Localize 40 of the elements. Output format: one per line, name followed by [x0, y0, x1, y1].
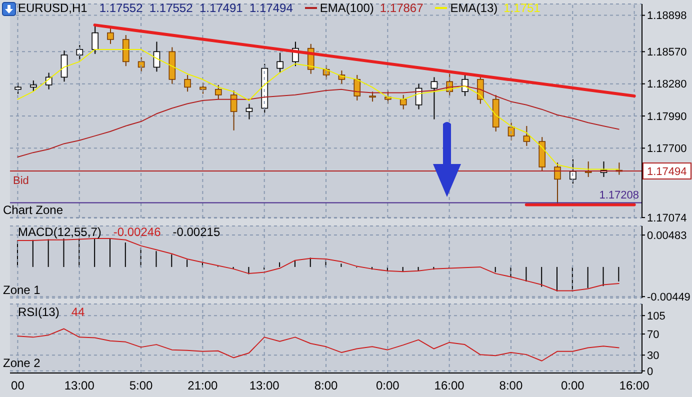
y-tick-label: 1.18898 — [647, 10, 687, 22]
y-tick-label: -0.00449 — [647, 292, 690, 304]
x-tick-label: 8:00 — [499, 378, 523, 393]
annotation: 44 — [71, 305, 85, 319]
legend-label: EMA(13) — [450, 1, 498, 15]
y-tick-label: 1.17700 — [647, 143, 687, 156]
chart-title: RSI(13) — [18, 305, 60, 319]
x-tick-label: 13:00 — [64, 378, 95, 393]
chart-title: EURUSD,H1 — [18, 1, 88, 15]
legend-label: EMA(100) — [320, 1, 374, 15]
annotation: Zone 1 — [3, 283, 40, 297]
x-tick-label: 0:00 — [560, 378, 585, 393]
x-tick-label: 21:00 — [188, 378, 218, 393]
annotation: -0.00215 — [172, 225, 220, 239]
x-tick-label: 16:00 — [434, 378, 465, 393]
x-tick-label: 5:00 — [129, 378, 154, 393]
y-tick-label: 30 — [647, 350, 660, 362]
y-tick-label: 1.18280 — [647, 78, 687, 91]
y-tick-label: 105 — [647, 310, 666, 322]
x-tick-label: 8:00 — [314, 378, 338, 393]
y-tick-label: 0 — [647, 366, 654, 378]
annotation: 1.1751 — [504, 1, 540, 15]
y-tick-label: 0.00483 — [647, 230, 687, 242]
x-tick-label: 0:00 — [376, 378, 400, 393]
annotation: Chart Zone — [3, 203, 64, 217]
ref-line-label: Bid — [13, 174, 29, 187]
y-tick-label: 70 — [647, 328, 660, 341]
annotation: -0.00246 — [113, 225, 161, 239]
chart-subtitle: 1.17552 1.17552 1.17491 1.17494 — [99, 1, 293, 15]
x-tick-label: 13:00 — [249, 378, 280, 393]
x-tick-label: 16:00 — [619, 378, 650, 393]
y-tick-label: 1.18570 — [647, 46, 687, 59]
text: 1.17494 — [647, 166, 687, 178]
chart-title: MACD(12,55,7) — [18, 225, 102, 239]
annotation: 1.17867 — [380, 1, 424, 15]
x-tick-label: 00 — [11, 378, 25, 393]
y-tick-label: 1.17990 — [647, 110, 687, 123]
annotation: Zone 2 — [3, 356, 40, 370]
y-tick-label: 1.17074 — [647, 212, 687, 224]
ref-line-label: 1.17208 — [599, 190, 639, 202]
